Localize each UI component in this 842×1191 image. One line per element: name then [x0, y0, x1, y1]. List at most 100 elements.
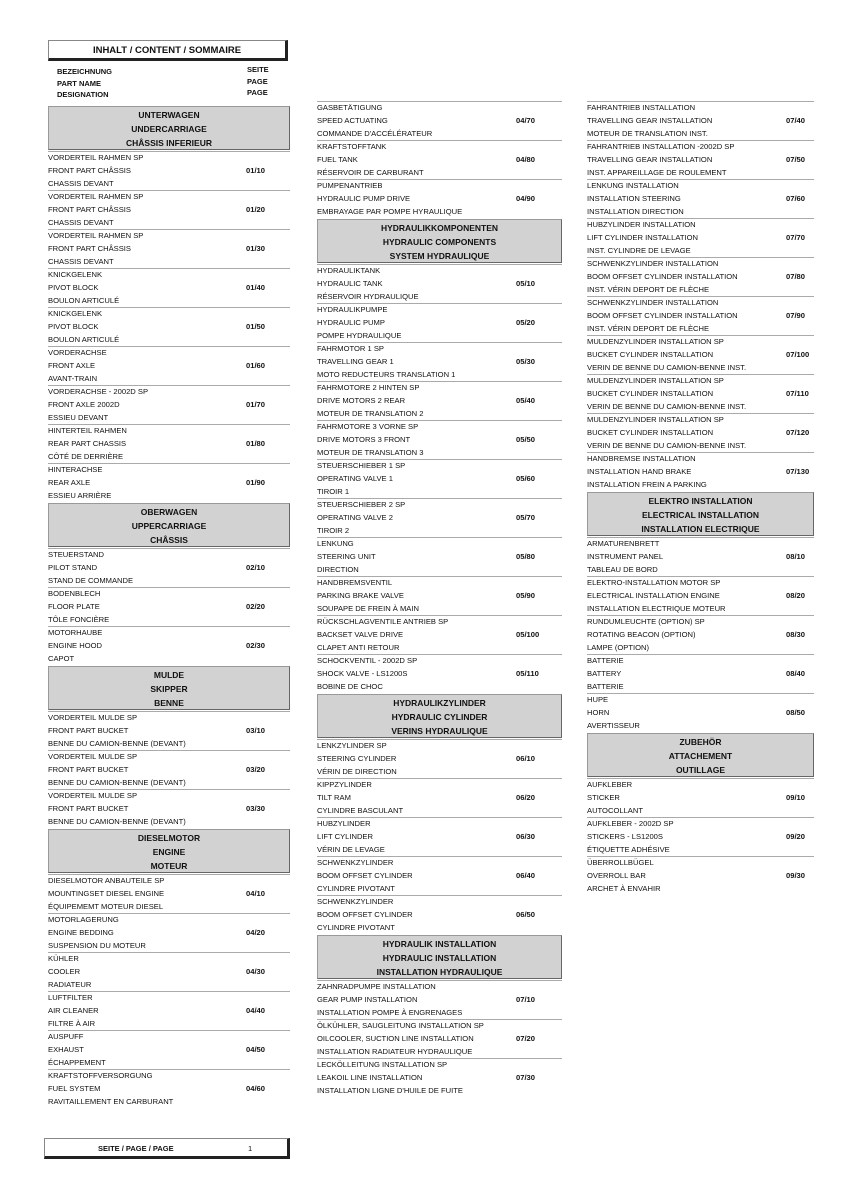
contents-entry[interactable]: HYDRAULIKPUMPE HYDRAULIC PUMP POMPE HYDRAU…: [317, 303, 562, 342]
contents-entry[interactable]: AUFKLEBER STICKER AUTOCOLLANT 09/10: [587, 778, 814, 817]
entry-page-ref[interactable]: 02/10: [246, 563, 266, 572]
contents-entry[interactable]: MOTORLAGERUNG ENGINE BEDDING SUSPENSION DU…: [48, 913, 290, 952]
contents-entry[interactable]: SCHWENKZYLINDER BOOM OFFSET CYLINDER CYLIN…: [317, 856, 562, 895]
entry-page-ref[interactable]: 05/60: [516, 474, 536, 483]
entry-page-ref[interactable]: 05/110: [516, 669, 539, 678]
contents-entry[interactable]: HINTERTEIL RAHMEN REAR PART CHASSIS CÔTÉ D…: [48, 424, 290, 463]
entry-page-ref[interactable]: 01/80: [246, 439, 266, 448]
contents-entry[interactable]: BODENBLECH FLOOR PLATE TÔLE FONCIÈRE 02/20: [48, 587, 290, 626]
entry-page-ref[interactable]: 05/40: [516, 396, 536, 405]
entry-page-ref[interactable]: 07/60: [786, 194, 806, 203]
entry-page-ref[interactable]: 01/20: [246, 205, 266, 214]
contents-entry[interactable]: LENKUNG INSTALLATION INSTALLATION STEERIN…: [587, 179, 814, 218]
contents-entry[interactable]: VORDERACHSE - 2002D SP FRONT AXLE 2002D ES…: [48, 385, 290, 424]
contents-entry[interactable]: LECKÖLLEITUNG INSTALLATION SP LEAKOIL LIN…: [317, 1058, 562, 1097]
entry-page-ref[interactable]: 04/10: [246, 889, 266, 898]
contents-entry[interactable]: GASBETÄTIGUNG SPEED ACTUATING COMMANDE D'A…: [317, 101, 562, 140]
entry-page-ref[interactable]: 01/90: [246, 478, 266, 487]
entry-page-ref[interactable]: 07/10: [516, 995, 536, 1004]
entry-page-ref[interactable]: 01/10: [246, 166, 266, 175]
contents-entry[interactable]: HANDBREMSVENTIL PARKING BRAKE VALVE SOUPAP…: [317, 576, 562, 615]
entry-page-ref[interactable]: 06/50: [516, 910, 536, 919]
entry-page-ref[interactable]: 07/110: [786, 389, 809, 398]
entry-page-ref[interactable]: 04/40: [246, 1006, 266, 1015]
entry-page-ref[interactable]: 07/120: [786, 428, 810, 437]
contents-entry[interactable]: FAHRMOTOR 1 SP TRAVELLING GEAR 1 MOTO REDU…: [317, 342, 562, 381]
entry-page-ref[interactable]: 07/50: [786, 155, 806, 164]
contents-entry[interactable]: ÖLKÜHLER, SAUGLEITUNG INSTALLATION SP OIL…: [317, 1019, 562, 1058]
entry-page-ref[interactable]: 06/40: [516, 871, 536, 880]
entry-page-ref[interactable]: 03/10: [246, 726, 266, 735]
contents-entry[interactable]: FAHRMOTORE 2 HINTEN SP DRIVE MOTORS 2 REA…: [317, 381, 562, 420]
contents-entry[interactable]: KÜHLER COOLER RADIATEUR 04/30: [48, 952, 290, 991]
entry-page-ref[interactable]: 05/50: [516, 435, 536, 444]
entry-page-ref[interactable]: 05/90: [516, 591, 536, 600]
contents-entry[interactable]: FAHRANTRIEB INSTALLATION TRAVELLING GEAR …: [587, 101, 814, 140]
contents-entry[interactable]: HYDRAULIKTANK HYDRAULIC TANK RÉSERVOIR HYD…: [317, 264, 562, 303]
contents-entry[interactable]: KIPPZYLINDER TILT RAM CYLINDRE BASCULANT 06…: [317, 778, 562, 817]
contents-entry[interactable]: HUBZYLINDER INSTALLATION LIFT CYLINDER IN…: [587, 218, 814, 257]
entry-page-ref[interactable]: 08/30: [786, 630, 806, 639]
contents-entry[interactable]: ELEKTRO-INSTALLATION MOTOR SP ELECTRICAL …: [587, 576, 814, 615]
contents-entry[interactable]: FAHRMOTORE 3 VORNE SP DRIVE MOTORS 3 FRON…: [317, 420, 562, 459]
contents-entry[interactable]: KRAFTSTOFFTANK FUEL TANK RÉSERVOIR DE CARB…: [317, 140, 562, 179]
entry-page-ref[interactable]: 03/20: [246, 765, 266, 774]
entry-page-ref[interactable]: 01/50: [246, 322, 266, 331]
entry-page-ref[interactable]: 06/20: [516, 793, 536, 802]
entry-page-ref[interactable]: 06/30: [516, 832, 536, 841]
contents-entry[interactable]: KNICKGELENK PIVOT BLOCK BOULON ARTICULÉ 01/…: [48, 268, 290, 307]
contents-entry[interactable]: AUSPUFF EXHAUST ÉCHAPPEMENT 04/50: [48, 1030, 290, 1069]
entry-page-ref[interactable]: 09/10: [786, 793, 806, 802]
contents-entry[interactable]: VORDERACHSE FRONT AXLE AVANT-TRAIN 01/60: [48, 346, 290, 385]
entry-page-ref[interactable]: 04/30: [246, 967, 266, 976]
contents-entry[interactable]: AUFKLEBER - 2002D SP STICKERS - LS1200S ÉT…: [587, 817, 814, 856]
entry-page-ref[interactable]: 04/70: [516, 116, 536, 125]
contents-entry[interactable]: ARMATURENBRETT INSTRUMENT PANEL TABLEAU DE…: [587, 537, 814, 576]
contents-entry[interactable]: VORDERTEIL RAHMEN SP FRONT PART CHÂSSIS CH…: [48, 190, 290, 229]
contents-entry[interactable]: KNICKGELENK PIVOT BLOCK BOULON ARTICULÉ 01/…: [48, 307, 290, 346]
entry-page-ref[interactable]: 02/20: [246, 602, 266, 611]
contents-entry[interactable]: HANDBREMSE INSTALLATION INSTALLATION HAND…: [587, 452, 814, 491]
entry-page-ref[interactable]: 05/70: [516, 513, 536, 522]
entry-page-ref[interactable]: 02/30: [246, 641, 266, 650]
contents-entry[interactable]: VORDERTEIL RAHMEN SP FRONT PART CHÂSSIS CH…: [48, 151, 290, 190]
entry-page-ref[interactable]: 07/130: [786, 467, 810, 476]
entry-page-ref[interactable]: 03/30: [246, 804, 266, 813]
contents-entry[interactable]: MULDENZYLINDER INSTALLATION SP BUCKET CYL…: [587, 374, 814, 413]
entry-page-ref[interactable]: 09/20: [786, 832, 806, 841]
entry-page-ref[interactable]: 05/20: [516, 318, 536, 327]
entry-page-ref[interactable]: 01/30: [246, 244, 266, 253]
contents-entry[interactable]: STEUERSTAND PILOT STAND STAND DE COMMANDE 0…: [48, 548, 290, 587]
contents-entry[interactable]: KRAFTSTOFFVERSORGUNG FUEL SYSTEM RAVITAILL…: [48, 1069, 290, 1108]
entry-page-ref[interactable]: 07/40: [786, 116, 806, 125]
entry-page-ref[interactable]: 01/60: [246, 361, 266, 370]
entry-page-ref[interactable]: 04/80: [516, 155, 536, 164]
entry-page-ref[interactable]: 08/10: [786, 552, 806, 561]
contents-entry[interactable]: LUFTFILTER AIR CLEANER FILTRE À AIR 04/40: [48, 991, 290, 1030]
entry-page-ref[interactable]: 01/40: [246, 283, 266, 292]
entry-page-ref[interactable]: 07/70: [786, 233, 806, 242]
contents-entry[interactable]: LENKUNG STEERING UNIT DIRECTION 05/80: [317, 537, 562, 576]
entry-page-ref[interactable]: 07/80: [786, 272, 806, 281]
contents-entry[interactable]: SCHWENKZYLINDER INSTALLATION BOOM OFFSET …: [587, 296, 814, 335]
contents-entry[interactable]: LENKZYLINDER SP STEERING CYLINDER VÉRIN DE…: [317, 739, 562, 778]
contents-entry[interactable]: FAHRANTRIEB INSTALLATION -2002D SP TRAVEL…: [587, 140, 814, 179]
contents-entry[interactable]: DIESELMOTOR ANBAUTEILE SP MOUNTINGSET DIE…: [48, 874, 290, 913]
contents-entry[interactable]: RUNDUMLEUCHTE (OPTION) SP ROTATING BEACON…: [587, 615, 814, 654]
contents-entry[interactable]: STEUERSCHIEBER 1 SP OPERATING VALVE 1 TIRO…: [317, 459, 562, 498]
entry-page-ref[interactable]: 06/10: [516, 754, 536, 763]
contents-entry[interactable]: HINTERACHSE REAR AXLE ESSIEU ARRIÈRE 01/90: [48, 463, 290, 502]
contents-entry[interactable]: ZAHNRADPUMPE INSTALLATION GEAR PUMP INSTA…: [317, 980, 562, 1019]
entry-page-ref[interactable]: 09/30: [786, 871, 806, 880]
contents-entry[interactable]: SCHWENKZYLINDER INSTALLATION BOOM OFFSET …: [587, 257, 814, 296]
contents-entry[interactable]: SCHWENKZYLINDER BOOM OFFSET CYLINDER CYLIN…: [317, 895, 562, 934]
contents-entry[interactable]: SCHOCKVENTIL - 2002D SP SHOCK VALVE - LS1…: [317, 654, 562, 693]
contents-entry[interactable]: VORDERTEIL MULDE SP FRONT PART BUCKET BENN…: [48, 750, 290, 789]
contents-entry[interactable]: ÜBERROLLBÜGEL OVERROLL BAR ARCHET À ENVAHI…: [587, 856, 814, 895]
contents-entry[interactable]: VORDERTEIL MULDE SP FRONT PART BUCKET BENN…: [48, 711, 290, 750]
entry-page-ref[interactable]: 05/100: [516, 630, 540, 639]
contents-entry[interactable]: VORDERTEIL MULDE SP FRONT PART BUCKET BENN…: [48, 789, 290, 828]
contents-entry[interactable]: RÜCKSCHLAGVENTILE ANTRIEB SP BACKSET VALV…: [317, 615, 562, 654]
entry-page-ref[interactable]: 04/60: [246, 1084, 266, 1093]
entry-page-ref[interactable]: 08/20: [786, 591, 806, 600]
